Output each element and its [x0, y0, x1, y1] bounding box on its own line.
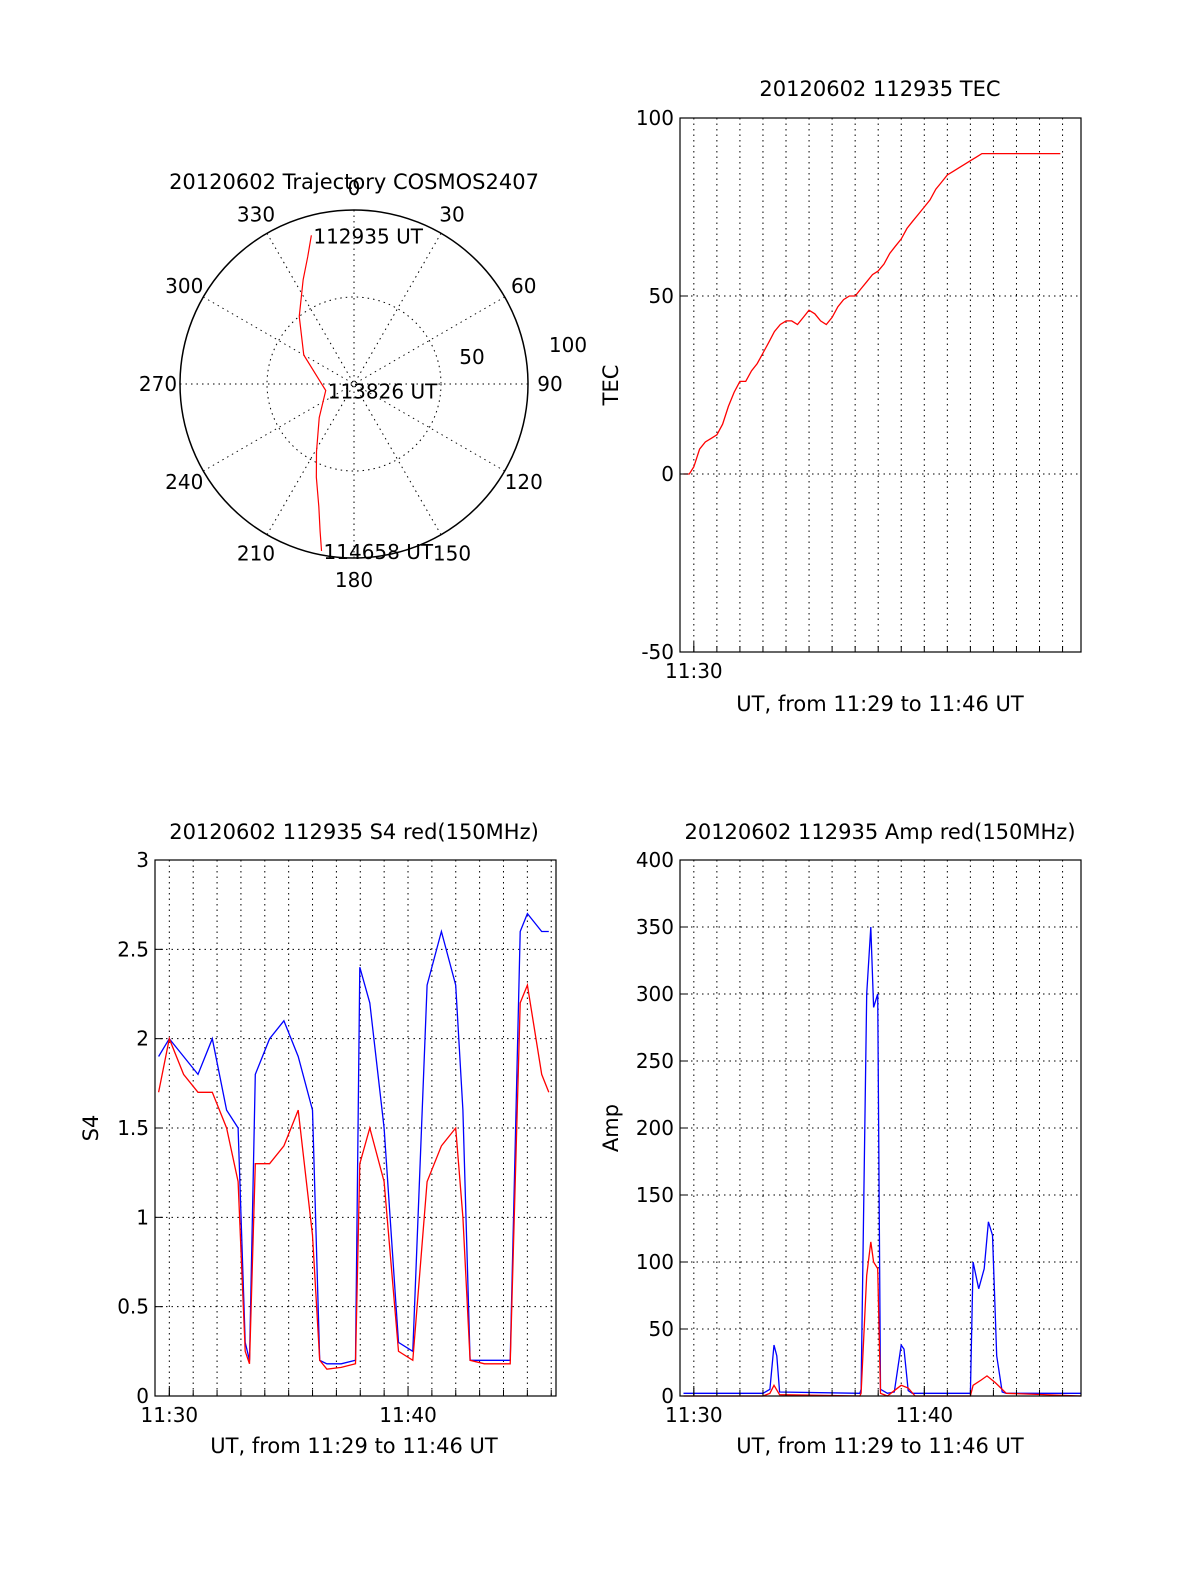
amp-xtick-label: 11:30 — [665, 1403, 723, 1427]
s4-series-line-1 — [157, 982, 550, 1370]
s4-series — [157, 912, 550, 1370]
azimuth-label: 0 — [348, 176, 361, 200]
tec-x-ticks: 11:30 — [665, 642, 1064, 683]
trajectory-polar-chart: 20120602 Trajectory COSMOS2407 0 30 60 90 12… — [139, 170, 587, 592]
s4-chart: 20120602 112935 S4 red(150MHz) 0 0.5 1 1.5 2… — [79, 820, 557, 1458]
s4-ytick-label: 2.5 — [117, 937, 149, 961]
s4-xtick-label: 11:30 — [141, 1403, 199, 1427]
s4-ytick-label: 0.5 — [117, 1295, 149, 1319]
amp-ytick-label: 50 — [649, 1317, 674, 1341]
amp-xlabel: UT, from 11:29 to 11:46 UT — [736, 1434, 1024, 1458]
s4-x-ticks: 11:30 11:40 — [141, 1386, 552, 1427]
s4-ylabel: S4 — [79, 1115, 103, 1142]
tec-ytick-label: 0 — [661, 462, 674, 486]
radial-label-100: 100 — [549, 333, 587, 357]
amp-series-line-0 — [683, 926, 1081, 1394]
azimuth-label: 30 — [439, 202, 464, 226]
s4-grid — [155, 860, 556, 1396]
tec-ytick-label: 50 — [649, 284, 674, 308]
amp-ytick-label: 400 — [636, 848, 674, 872]
amp-ytick-label: 300 — [636, 982, 674, 1006]
trajectory-title: 20120602 Trajectory COSMOS2407 — [169, 170, 539, 194]
amp-ytick-label: 150 — [636, 1183, 674, 1207]
azimuth-label: 210 — [237, 542, 275, 566]
azimuth-label: 240 — [165, 470, 203, 494]
azimuth-label: 180 — [335, 568, 373, 592]
azimuth-labels: 0 30 60 90 120 150 180 210 240 270 300 330 — [139, 176, 563, 592]
amp-series — [683, 926, 1082, 1397]
tec-ytick-label: 100 — [636, 106, 674, 130]
azimuth-label: 90 — [537, 372, 562, 396]
amp-chart: 20120602 112935 Amp red(150MHz) 0 50 100 15… — [599, 820, 1082, 1458]
azimuth-label: 120 — [505, 470, 543, 494]
azimuth-label: 150 — [433, 542, 471, 566]
amp-ytick-label: 0 — [661, 1384, 674, 1408]
azimuth-label: 60 — [511, 274, 536, 298]
tec-chart: 20120602 112935 TEC -50 0 50 100 11:30 UT, … — [599, 77, 1082, 716]
s4-ytick-label: 3 — [136, 848, 149, 872]
tec-title: 20120602 112935 TEC — [759, 77, 1000, 101]
tec-series-line-0 — [683, 152, 1061, 475]
trajectory-series — [298, 235, 327, 552]
trajectory-annotation: 114658 UT — [324, 540, 434, 564]
trajectory-annotation: 113826 UT — [328, 380, 438, 404]
trajectory-annotations: 112935 UT 113826 UT 114658 UT — [313, 224, 438, 564]
amp-ylabel: Amp — [599, 1104, 623, 1152]
tec-frame — [679, 117, 1082, 653]
tec-ytick-label: -50 — [641, 640, 674, 664]
amp-ytick-label: 250 — [636, 1049, 674, 1073]
polar-outer-circle — [179, 209, 529, 559]
s4-ytick-label: 2 — [136, 1027, 149, 1051]
s4-y-ticks: 0 0.5 1 1.5 2 2.5 3 — [117, 848, 163, 1408]
azimuth-label: 270 — [139, 372, 177, 396]
tec-xlabel: UT, from 11:29 to 11:46 UT — [736, 692, 1024, 716]
trajectory-line — [298, 235, 327, 552]
amp-series-line-1 — [683, 1241, 1082, 1397]
s4-title: 20120602 112935 S4 red(150MHz) — [169, 820, 539, 844]
azimuth-label: 300 — [165, 274, 203, 298]
tec-series — [683, 152, 1061, 475]
amp-ytick-label: 100 — [636, 1250, 674, 1274]
s4-xtick-label: 11:40 — [379, 1403, 437, 1427]
amp-y-ticks: 0 50 100 150 200 250 300 350 400 — [636, 848, 688, 1408]
amp-title: 20120602 112935 Amp red(150MHz) — [684, 820, 1075, 844]
amp-ytick-label: 200 — [636, 1116, 674, 1140]
s4-ytick-label: 1.5 — [117, 1116, 149, 1140]
tec-ylabel: TEC — [599, 365, 623, 407]
s4-ytick-label: 1 — [136, 1205, 149, 1229]
tec-grid — [680, 118, 1081, 652]
azimuth-label: 330 — [237, 202, 275, 226]
polar-inner-circle — [266, 296, 442, 472]
amp-xtick-label: 11:40 — [896, 1403, 954, 1427]
amp-ytick-label: 350 — [636, 915, 674, 939]
s4-xlabel: UT, from 11:29 to 11:46 UT — [210, 1434, 498, 1458]
amp-x-ticks: 11:30 11:40 — [665, 1386, 1064, 1427]
tec-xtick-label: 11:30 — [665, 659, 723, 683]
s4-ytick-label: 0 — [136, 1384, 149, 1408]
tec-y-ticks: -50 0 50 100 — [636, 106, 688, 664]
trajectory-annotation: 112935 UT — [313, 224, 423, 248]
radial-label-50: 50 — [459, 345, 484, 369]
